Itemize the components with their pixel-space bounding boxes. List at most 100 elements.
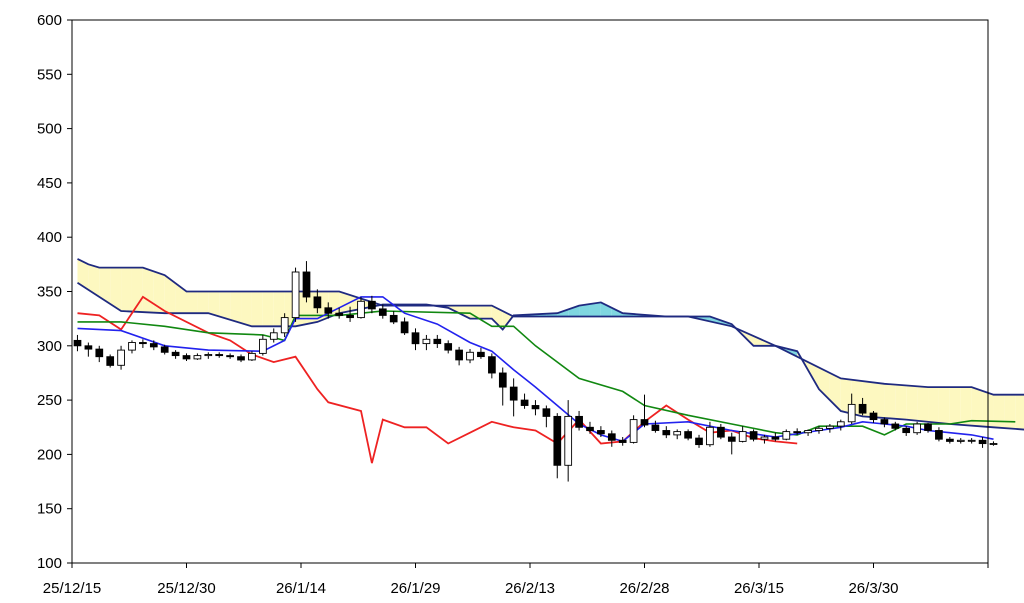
candle-body bbox=[280, 317, 289, 334]
candle-body bbox=[259, 338, 267, 354]
candle-body bbox=[139, 342, 147, 345]
x-tick-label: 26/2/28 bbox=[619, 580, 669, 597]
candle-body bbox=[836, 421, 845, 427]
cloud-segment bbox=[808, 362, 819, 390]
candle-body bbox=[978, 439, 987, 445]
cloud-segment bbox=[993, 394, 1005, 429]
candle-body bbox=[913, 423, 921, 434]
candle-body bbox=[771, 436, 780, 440]
cloud-segment bbox=[928, 387, 939, 423]
candle-body bbox=[215, 354, 224, 357]
candle-body bbox=[302, 271, 311, 298]
candle-body bbox=[106, 356, 115, 366]
cloud-segment bbox=[121, 267, 132, 312]
candle-body bbox=[73, 339, 82, 347]
candle-body bbox=[869, 412, 878, 421]
candle-body bbox=[880, 419, 889, 425]
cloud-segment bbox=[459, 305, 471, 319]
candle-body bbox=[891, 423, 900, 429]
candle-body bbox=[804, 430, 812, 434]
cloud-segment bbox=[589, 302, 601, 317]
cloud-segment bbox=[600, 302, 612, 317]
candle-body bbox=[84, 345, 93, 350]
cloud-segment bbox=[142, 267, 154, 313]
cloud-segment bbox=[262, 291, 274, 327]
cloud-segment bbox=[219, 291, 231, 320]
y-tick-label: 550 bbox=[37, 66, 62, 83]
cloud-segment bbox=[99, 267, 111, 304]
candle-body bbox=[346, 314, 354, 319]
cloud-segment bbox=[873, 382, 885, 419]
candle-body bbox=[989, 443, 998, 445]
candle-body bbox=[368, 300, 376, 310]
cloud-segment bbox=[753, 336, 765, 346]
candle-body bbox=[455, 349, 463, 361]
y-tick-label: 100 bbox=[37, 555, 62, 572]
candle-body bbox=[738, 431, 747, 442]
candle-body bbox=[411, 332, 420, 345]
candle-body bbox=[564, 415, 573, 466]
cloud-segment bbox=[829, 372, 841, 411]
cloud-segment bbox=[153, 271, 165, 314]
candle-body bbox=[946, 438, 954, 442]
cloud-segment bbox=[339, 291, 351, 314]
y-tick-label: 600 bbox=[37, 12, 62, 29]
y-tick-label: 400 bbox=[37, 229, 62, 246]
cloud-segment bbox=[917, 386, 929, 422]
candle-body bbox=[695, 437, 703, 446]
candle-body bbox=[117, 349, 125, 366]
candle-body bbox=[782, 431, 791, 440]
cloud-segment bbox=[895, 384, 907, 420]
candle-body bbox=[618, 439, 627, 443]
candle-body bbox=[651, 424, 660, 431]
candle-body bbox=[466, 351, 474, 361]
cloud-segment bbox=[1015, 394, 1024, 430]
candle-body bbox=[706, 426, 714, 446]
candle-body bbox=[520, 399, 529, 406]
y-axis-ticks: 100 150 200 250 300 350 400 450 500 550 600 bbox=[37, 12, 72, 572]
candle-body bbox=[760, 436, 769, 440]
y-tick-label: 350 bbox=[37, 284, 62, 301]
x-tick-label: 26/2/13 bbox=[505, 580, 555, 597]
candle-body bbox=[193, 355, 202, 360]
candle-body bbox=[128, 342, 136, 351]
candle-body bbox=[727, 436, 736, 442]
candle-body bbox=[793, 431, 802, 434]
candle-body bbox=[509, 386, 518, 401]
candlesticks bbox=[73, 261, 998, 482]
y-tick-label: 450 bbox=[37, 175, 62, 192]
x-tick-label: 25/12/15 bbox=[43, 580, 101, 597]
candle-body bbox=[607, 433, 616, 441]
candle-body bbox=[629, 419, 638, 443]
cloud-segment bbox=[906, 385, 918, 421]
candle-body bbox=[313, 296, 322, 309]
cloud-segment bbox=[949, 387, 961, 425]
candle-body bbox=[956, 439, 965, 442]
candle-body bbox=[160, 346, 169, 353]
cloud-segment bbox=[186, 291, 198, 314]
y-tick-label: 200 bbox=[37, 446, 62, 463]
candle-body bbox=[815, 427, 823, 431]
x-tick-label: 26/3/30 bbox=[848, 580, 898, 597]
candle-body bbox=[684, 431, 692, 439]
candle-body bbox=[586, 426, 594, 432]
candle-body bbox=[171, 351, 180, 357]
x-axis-ticks: 25/12/15 25/12/30 26/1/14 26/1/29 26/2/13 26/… bbox=[43, 563, 989, 597]
candle-body bbox=[553, 415, 562, 466]
candle-body bbox=[640, 419, 649, 426]
cloud-segment bbox=[491, 305, 503, 330]
cloud-segment bbox=[77, 258, 89, 290]
cloud-segment bbox=[164, 275, 176, 314]
candle-body bbox=[335, 312, 344, 316]
cloud-segment bbox=[971, 387, 983, 427]
candle-body bbox=[673, 431, 682, 436]
cloud-segment bbox=[579, 303, 590, 317]
cloud-segment bbox=[251, 291, 263, 327]
candle-body bbox=[662, 430, 671, 436]
candle-body bbox=[542, 408, 551, 417]
candle-body bbox=[902, 427, 911, 434]
candle-body bbox=[400, 321, 409, 334]
cloud-segment bbox=[1004, 394, 1016, 429]
candle-body bbox=[858, 403, 867, 414]
cloud-segment bbox=[88, 264, 100, 297]
